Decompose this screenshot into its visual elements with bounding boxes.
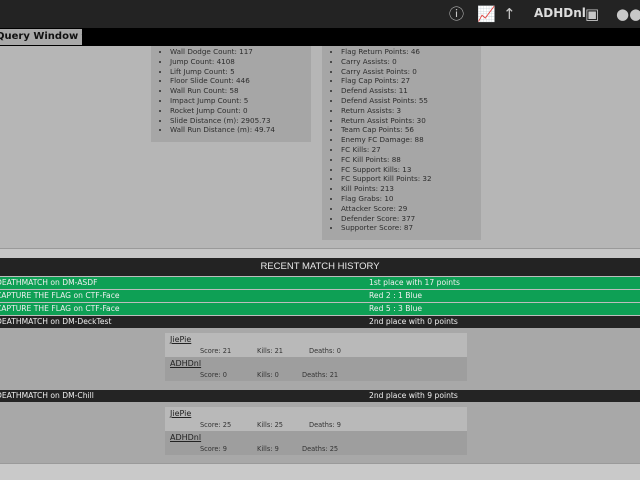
player-row: ADHDnl Score: 9 Kills: 9 Deaths: 25 [165, 431, 467, 455]
stat-item: Wall Run Distance (m): 49.74 [170, 125, 311, 135]
match-row[interactable]: DEATHMATCH on DM-Chill 2nd place with 9 p… [0, 390, 640, 402]
group-icon[interactable]: ●● [616, 5, 640, 23]
player-score: Score: 9 [200, 445, 227, 453]
footer-strip [0, 463, 640, 480]
match-result: Red 5 : 3 Blue [369, 304, 423, 313]
player-name-link[interactable]: ADHDnl [170, 359, 202, 368]
username-link[interactable]: ADHDnl [534, 6, 586, 20]
query-window-label: Query Window [0, 31, 79, 42]
stat-item: Floor Slide Count: 446 [170, 76, 311, 86]
player-name-link[interactable]: ADHDnl [170, 433, 202, 442]
divider [0, 248, 640, 258]
player-kills: Kills: 9 [257, 445, 279, 453]
match-result: Red 2 : 1 Blue [369, 291, 423, 300]
stat-item: Return Assist Points: 30 [341, 116, 481, 126]
player-row: JiePie Score: 25 Kills: 25 Deaths: 9 [165, 407, 467, 431]
player-row: JiePie Score: 21 Kills: 21 Deaths: 0 [165, 333, 467, 357]
stat-item: FC Kill Points: 88 [341, 155, 481, 165]
stat-item: Flag Cap Points: 27 [341, 76, 481, 86]
player-deaths: Deaths: 21 [302, 371, 339, 379]
stat-item: Carry Assists: 0 [341, 57, 481, 67]
match-history-title: RECENT MATCH HISTORY [0, 258, 640, 276]
match-result: 2nd place with 9 points [369, 391, 458, 400]
stat-item: Rocket Jump Count: 0 [170, 106, 311, 116]
match-game: DEATHMATCH on DM-DeckTest [0, 317, 112, 326]
player-row: ADHDnl Score: 0 Kills: 0 Deaths: 21 [165, 357, 467, 381]
player-score: Score: 25 [200, 421, 232, 429]
match-row[interactable]: CAPTURE THE FLAG on CTF-Face Red 2 : 1 Bl… [0, 290, 640, 302]
stat-item: FC Kills: 27 [341, 145, 481, 155]
stat-item: Impact Jump Count: 5 [170, 96, 311, 106]
match-game: CAPTURE THE FLAG on CTF-Face [0, 304, 120, 313]
scoreboard: JiePie Score: 21 Kills: 21 Deaths: 0 ADHDnl S… [165, 333, 467, 381]
player-kills: Kills: 21 [257, 347, 283, 355]
player-score: Score: 21 [200, 347, 232, 355]
query-window-button[interactable]: Query Window ▼ [0, 29, 82, 45]
stat-item: Defender Score: 377 [341, 214, 481, 224]
info-icon[interactable]: ⓘ [449, 5, 465, 23]
stat-item: Lift Jump Count: 5 [170, 67, 311, 77]
match-result: 2nd place with 0 points [369, 317, 458, 326]
chart-icon[interactable]: 📈 [477, 5, 496, 23]
stat-item: Defend Assists: 11 [341, 86, 481, 96]
player-name-link[interactable]: JiePie [170, 335, 192, 344]
stat-item: Defend Assist Points: 55 [341, 96, 481, 106]
player-deaths: Deaths: 0 [309, 347, 341, 355]
stat-item: Flag Return Points: 46 [341, 47, 481, 57]
stat-item: Wall Dodge Count: 117 [170, 47, 311, 57]
match-row[interactable]: DEATHMATCH on DM-ASDF 1st place with 17 p… [0, 277, 640, 289]
stat-item: Carry Assist Points: 0 [341, 67, 481, 77]
player-deaths: Deaths: 9 [309, 421, 341, 429]
player-score: Score: 0 [200, 371, 227, 379]
arrow-up-icon[interactable]: ↑ [503, 5, 516, 23]
match-row[interactable]: CAPTURE THE FLAG on CTF-Face Red 5 : 3 Bl… [0, 303, 640, 315]
stat-item: Slide Distance (m): 2905.73 [170, 116, 311, 126]
match-game: DEATHMATCH on DM-ASDF [0, 278, 98, 287]
stat-item: Flag Grabs: 10 [341, 194, 481, 204]
stat-item: Supporter Score: 87 [341, 223, 481, 233]
stat-item: FC Support Kill Points: 32 [341, 174, 481, 184]
player-kills: Kills: 0 [257, 371, 279, 379]
ctf-stats-panel: Flag Return Points: 46Carry Assists: 0Ca… [322, 46, 481, 240]
scoreboard: JiePie Score: 25 Kills: 25 Deaths: 9 ADHDnl S… [165, 407, 467, 455]
query-bar [0, 28, 640, 46]
player-deaths: Deaths: 25 [302, 445, 339, 453]
match-result: 1st place with 17 points [369, 278, 460, 287]
stat-item: Team Cap Points: 56 [341, 125, 481, 135]
match-row[interactable]: DEATHMATCH on DM-DeckTest 2nd place with … [0, 316, 640, 328]
stat-item: Wall Run Count: 58 [170, 86, 311, 96]
match-game: CAPTURE THE FLAG on CTF-Face [0, 291, 120, 300]
top-navbar: ⓘ 📈 ↑ ADHDnl ▣ ●● [0, 0, 640, 28]
stat-item: Return Assists: 3 [341, 106, 481, 116]
stats-area: Wall Dodge Count: 117Jump Count: 4108Lif… [0, 46, 640, 248]
match-game: DEATHMATCH on DM-Chill [0, 391, 94, 400]
player-name-link[interactable]: JiePie [170, 409, 192, 418]
stat-item: Kill Points: 213 [341, 184, 481, 194]
stat-item: Attacker Score: 29 [341, 204, 481, 214]
stat-item: FC Support Kills: 13 [341, 165, 481, 175]
movement-stats-panel: Wall Dodge Count: 117Jump Count: 4108Lif… [151, 46, 311, 142]
profile-card-icon[interactable]: ▣ [585, 5, 600, 23]
stat-item: Jump Count: 4108 [170, 57, 311, 67]
player-kills: Kills: 25 [257, 421, 283, 429]
stat-item: Enemy FC Damage: 88 [341, 135, 481, 145]
